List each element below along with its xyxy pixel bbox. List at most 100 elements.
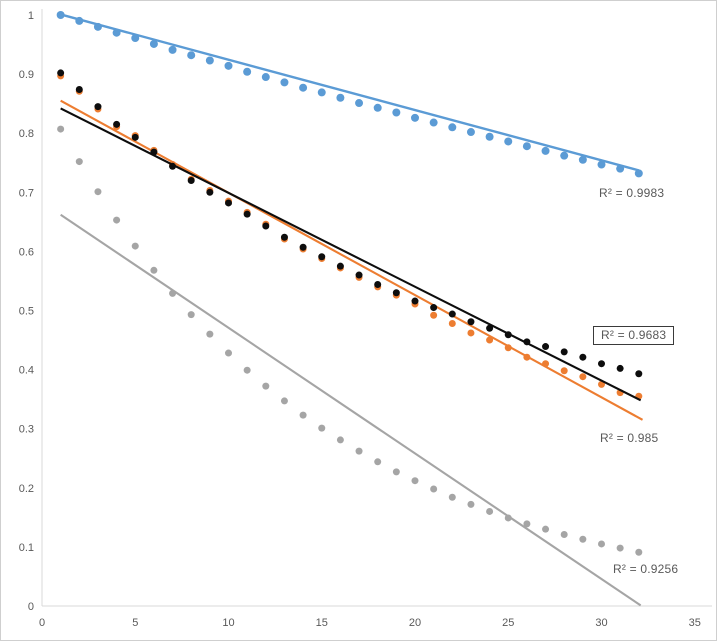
data-point-blue[interactable]	[448, 123, 457, 132]
data-point-gray[interactable]	[336, 436, 344, 444]
data-point-black[interactable]	[635, 370, 643, 378]
data-point-blue[interactable]	[597, 160, 606, 169]
data-point-blue[interactable]	[355, 99, 364, 108]
data-point-blue[interactable]	[112, 28, 121, 37]
data-point-black[interactable]	[616, 364, 624, 372]
data-point-gray[interactable]	[374, 458, 382, 466]
data-point-black[interactable]	[560, 348, 568, 356]
data-point-gray[interactable]	[430, 485, 438, 493]
data-point-gray[interactable]	[504, 514, 512, 522]
data-point-black[interactable]	[57, 69, 65, 77]
data-point-black[interactable]	[243, 210, 251, 218]
data-point-black[interactable]	[150, 148, 158, 156]
data-point-blue[interactable]	[149, 39, 158, 48]
data-point-gray[interactable]	[225, 349, 232, 357]
data-point-orange[interactable]	[504, 344, 512, 352]
data-point-black[interactable]	[131, 133, 139, 141]
data-point-blue[interactable]	[261, 73, 270, 82]
data-point-gray[interactable]	[131, 242, 139, 250]
data-point-gray[interactable]	[94, 188, 102, 196]
data-point-gray[interactable]	[318, 424, 326, 432]
r-squared-label-black-boxed[interactable]: R² = 0.9683	[593, 326, 675, 345]
data-point-blue[interactable]	[205, 56, 214, 65]
data-point-black[interactable]	[113, 120, 121, 128]
data-point-black[interactable]	[411, 297, 419, 305]
data-point-blue[interactable]	[336, 93, 345, 102]
data-point-gray[interactable]	[243, 366, 251, 374]
data-point-black[interactable]	[225, 199, 232, 207]
data-point-black[interactable]	[523, 338, 531, 346]
data-point-black[interactable]	[336, 262, 344, 270]
data-point-gray[interactable]	[169, 289, 177, 297]
data-point-blue[interactable]	[578, 155, 587, 164]
data-point-black[interactable]	[542, 343, 550, 351]
data-point-black[interactable]	[75, 85, 83, 93]
data-point-gray[interactable]	[150, 266, 158, 274]
data-point-blue[interactable]	[56, 11, 65, 19]
data-point-blue[interactable]	[299, 83, 308, 92]
data-point-gray[interactable]	[467, 500, 475, 508]
data-point-orange[interactable]	[523, 353, 531, 361]
data-point-black[interactable]	[467, 318, 475, 326]
data-point-orange[interactable]	[486, 336, 494, 344]
data-point-blue[interactable]	[634, 169, 643, 178]
data-point-blue[interactable]	[485, 132, 494, 141]
data-point-gray[interactable]	[57, 125, 65, 133]
data-point-gray[interactable]	[392, 468, 400, 476]
data-point-black[interactable]	[318, 253, 326, 261]
data-point-orange[interactable]	[560, 367, 568, 375]
data-point-gray[interactable]	[486, 507, 494, 515]
data-point-blue[interactable]	[373, 103, 382, 112]
data-point-black[interactable]	[392, 289, 400, 297]
data-point-gray[interactable]	[355, 447, 363, 455]
data-point-orange[interactable]	[542, 360, 550, 368]
data-point-blue[interactable]	[317, 88, 326, 97]
data-point-black[interactable]	[374, 280, 382, 288]
data-point-blue[interactable]	[243, 67, 252, 76]
data-point-black[interactable]	[504, 331, 512, 339]
data-point-black[interactable]	[299, 243, 307, 251]
data-point-black[interactable]	[94, 103, 102, 111]
data-point-gray[interactable]	[187, 311, 195, 319]
data-point-gray[interactable]	[262, 382, 270, 390]
data-point-blue[interactable]	[131, 34, 140, 43]
data-point-orange[interactable]	[467, 329, 475, 337]
trendline-black[interactable]	[60, 107, 642, 402]
data-point-black[interactable]	[169, 162, 177, 170]
trendline-blue[interactable]	[60, 13, 640, 172]
data-point-gray[interactable]	[411, 477, 419, 485]
data-point-gray[interactable]	[579, 535, 587, 543]
data-point-gray[interactable]	[523, 520, 531, 528]
data-point-gray[interactable]	[113, 216, 121, 224]
data-point-blue[interactable]	[541, 146, 550, 155]
data-point-gray[interactable]	[448, 493, 456, 501]
data-point-black[interactable]	[262, 222, 270, 230]
data-point-gray[interactable]	[299, 411, 307, 419]
data-point-gray[interactable]	[542, 525, 550, 533]
trendline-gray[interactable]	[60, 213, 642, 607]
data-point-gray[interactable]	[598, 540, 605, 548]
data-point-gray[interactable]	[616, 544, 624, 552]
data-point-blue[interactable]	[411, 113, 419, 122]
data-point-blue[interactable]	[429, 118, 438, 127]
data-point-orange[interactable]	[430, 311, 438, 319]
data-point-black[interactable]	[486, 324, 494, 332]
data-point-blue[interactable]	[616, 164, 625, 173]
data-point-gray[interactable]	[206, 330, 214, 338]
data-point-black[interactable]	[579, 353, 587, 361]
data-point-black[interactable]	[355, 271, 363, 279]
data-point-black[interactable]	[598, 360, 605, 368]
data-point-blue[interactable]	[392, 108, 401, 117]
data-point-black[interactable]	[430, 304, 438, 312]
data-point-blue[interactable]	[280, 78, 289, 87]
data-point-blue[interactable]	[560, 151, 569, 160]
data-point-black[interactable]	[206, 188, 214, 196]
data-point-black[interactable]	[187, 176, 195, 184]
data-point-gray[interactable]	[280, 397, 288, 405]
data-point-blue[interactable]	[187, 51, 196, 60]
data-point-gray[interactable]	[560, 530, 568, 538]
data-point-orange[interactable]	[448, 320, 456, 328]
data-point-gray[interactable]	[75, 158, 83, 166]
data-point-blue[interactable]	[168, 45, 177, 54]
data-point-black[interactable]	[448, 310, 456, 318]
